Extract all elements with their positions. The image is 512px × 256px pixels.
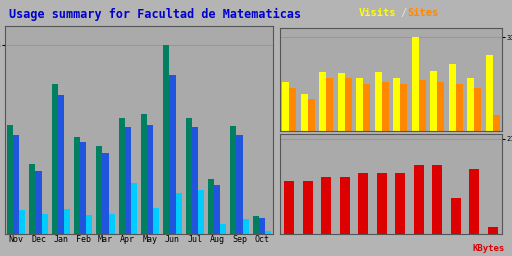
Bar [339,177,350,234]
Bar [169,75,176,234]
Bar [319,72,326,131]
Bar [326,78,333,131]
Bar [147,125,153,234]
Bar [419,80,426,131]
Bar [220,223,226,234]
Text: KBytes: KBytes [472,244,504,253]
Bar [456,84,463,131]
Bar [7,125,13,234]
Bar [451,198,461,234]
Bar [437,82,444,131]
Bar [430,71,437,131]
Bar [208,179,214,234]
Bar [377,173,387,234]
Bar [395,173,406,234]
Bar [41,214,48,234]
Bar [308,99,315,131]
Bar [64,209,70,234]
Text: /: / [401,8,407,18]
Bar [282,82,289,131]
Bar [474,88,481,131]
Bar [363,84,370,131]
Bar [131,183,137,234]
Bar [74,137,80,234]
Bar [358,173,368,234]
Bar [230,126,237,234]
Bar [176,193,182,234]
Text: Sites: Sites [408,8,439,18]
Bar [58,95,64,234]
Text: Usage summary for Facultad de Matematicas: Usage summary for Facultad de Matematica… [9,8,302,21]
Bar [382,82,389,131]
Bar [356,78,363,131]
Bar [486,55,493,131]
Bar [449,63,456,131]
Bar [96,146,102,234]
Bar [13,135,19,234]
Bar [109,214,115,234]
Bar [35,171,41,234]
Bar [243,219,248,234]
Bar [345,78,352,131]
Bar [375,72,382,131]
Bar [30,164,35,234]
Bar [125,127,131,234]
Bar [52,84,58,234]
Bar [237,135,243,234]
Bar [467,78,474,131]
Bar [19,210,25,234]
Bar [265,231,271,234]
Bar [400,84,407,131]
Bar [163,45,169,234]
Bar [153,208,159,234]
Bar [253,216,259,234]
Bar [487,227,498,234]
Bar [214,185,220,234]
Text: Visits: Visits [358,8,396,18]
Bar [432,165,442,234]
Bar [259,218,265,234]
Bar [119,118,125,234]
Bar [86,216,92,234]
Bar [493,115,500,131]
Bar [80,142,86,234]
Bar [192,127,198,234]
Bar [469,169,479,234]
Bar [393,78,400,131]
Bar [412,37,419,131]
Bar [289,88,296,131]
Bar [303,181,313,234]
Bar [301,93,308,131]
Bar [284,181,294,234]
Bar [198,189,204,234]
Bar [141,114,147,234]
Bar [102,153,109,234]
Bar [414,165,424,234]
Bar [321,177,331,234]
Bar [186,118,192,234]
Bar [338,73,345,131]
